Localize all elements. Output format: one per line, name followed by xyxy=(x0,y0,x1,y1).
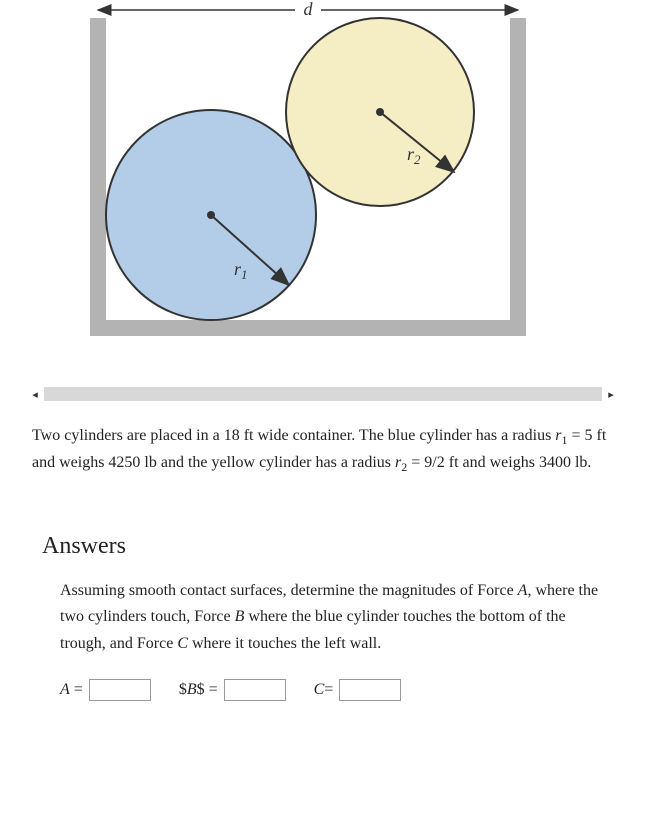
answers-heading: Answers xyxy=(42,533,614,560)
input-b[interactable] xyxy=(224,679,286,701)
diagram: d r1 r2 xyxy=(30,0,616,355)
problem-text-1: Two cylinders are placed in a 18 ft wide… xyxy=(32,427,555,444)
force-a-var: A xyxy=(518,582,528,599)
problem-text-3: = 9/2 ft and weighs 3400 lb. xyxy=(407,454,591,471)
force-c-var: C xyxy=(177,635,188,652)
problem-statement: Two cylinders are placed in a 18 ft wide… xyxy=(0,415,646,508)
scroll-left-icon[interactable]: ◂ xyxy=(28,388,42,401)
input-group-b: $B$ = xyxy=(179,679,286,701)
label-c: C= xyxy=(314,681,334,699)
ans-text-4: where it touches the left wall. xyxy=(188,635,381,652)
answers-body: Assuming smooth contact surfaces, determ… xyxy=(60,578,614,657)
scroll-right-icon[interactable]: ▸ xyxy=(604,388,618,401)
force-b-var: B xyxy=(235,608,245,625)
input-a[interactable] xyxy=(89,679,151,701)
label-a: A = xyxy=(60,681,83,699)
figure-area: d r1 r2 xyxy=(0,0,646,365)
dim-label: d xyxy=(304,0,314,19)
input-group-a: A = xyxy=(60,679,151,701)
answers-section: Answers Assuming smooth contact surfaces… xyxy=(0,508,646,721)
horizontal-scrollbar[interactable]: ◂ ▸ xyxy=(28,385,618,403)
input-group-c: C= xyxy=(314,679,402,701)
answer-inputs-row: A = $B$ = C= xyxy=(60,679,614,701)
scroll-track[interactable] xyxy=(44,387,602,401)
input-c[interactable] xyxy=(339,679,401,701)
label-b: $B$ = xyxy=(179,681,218,699)
ans-text-1: Assuming smooth contact surfaces, determ… xyxy=(60,582,518,599)
